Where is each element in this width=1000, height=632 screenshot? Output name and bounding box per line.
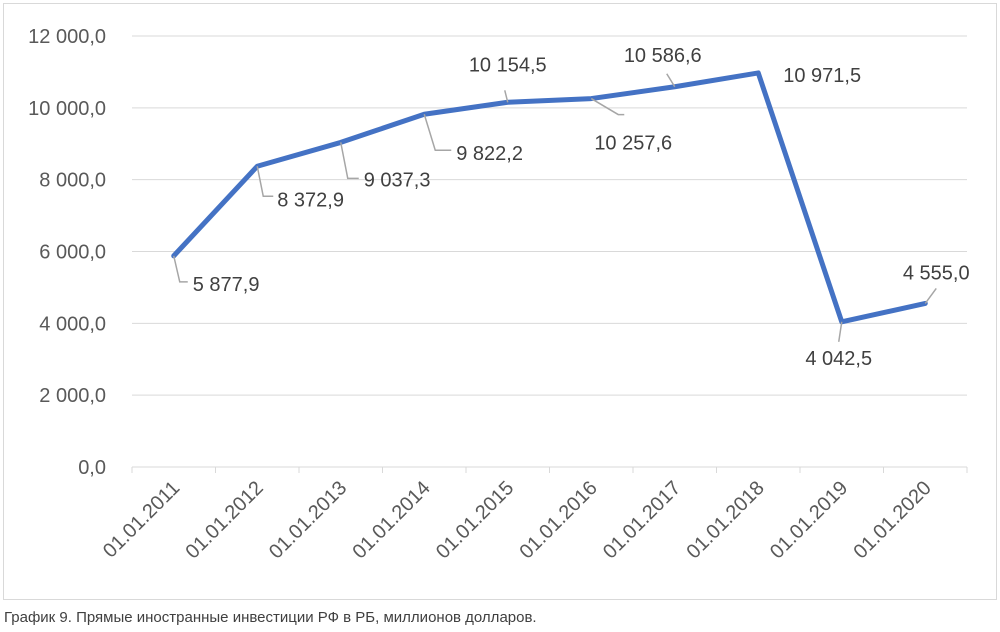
data-label: 10 257,6 [594,133,672,155]
x-tick-label: 01.01.2017 [599,477,685,563]
x-tick-label: 01.01.2012 [181,477,267,563]
data-label-leader [173,255,188,283]
y-tick-label: 4 000,0 [39,313,106,335]
line-chart: 0,0 2 000,0 4 000,0 6 000,0 8 000,0 10 000,0 1… [28,26,970,563]
data-label: 9 822,2 [456,143,523,165]
y-tick-label: 12 000,0 [28,26,106,48]
data-label-leader [666,73,676,88]
data-label: 10 971,5 [783,65,861,87]
x-tick-label: 01.01.2019 [766,477,852,563]
data-label: 10 154,5 [469,54,547,76]
series-line [171,70,928,325]
y-tick-label: 2 000,0 [39,385,106,407]
data-label-leader [256,166,274,198]
data-label-leader [924,287,937,304]
data-label: 4 555,0 [903,262,970,284]
data-label-leader [340,142,359,180]
data-label: 4 042,5 [805,348,872,370]
x-tick-label: 01.01.2016 [515,477,601,563]
data-label-leader [590,97,625,116]
x-tick-label: 01.01.2011 [99,477,184,562]
x-tick-label: 01.01.2015 [432,477,518,563]
data-label-leader [838,321,843,342]
data-label: 5 877,9 [193,274,260,296]
data-label: 10 586,6 [624,45,702,67]
y-tick-label: 6 000,0 [39,242,106,264]
x-tick-label: 01.01.2020 [849,477,935,563]
x-tick-label: 01.01.2013 [265,477,351,563]
data-label: 8 372,9 [277,189,344,211]
x-tick-label: 01.01.2014 [348,477,434,563]
data-label: 9 037,3 [364,169,431,191]
figure-caption: График 9. Прямые иностранные инвестиции … [4,609,537,626]
data-label-leader [423,114,452,151]
y-tick-label: 0,0 [78,457,106,479]
data-label-leader [504,90,509,103]
y-tick-label: 10 000,0 [28,98,106,120]
x-tick-label: 01.01.2018 [682,477,768,563]
y-tick-label: 8 000,0 [39,170,106,192]
